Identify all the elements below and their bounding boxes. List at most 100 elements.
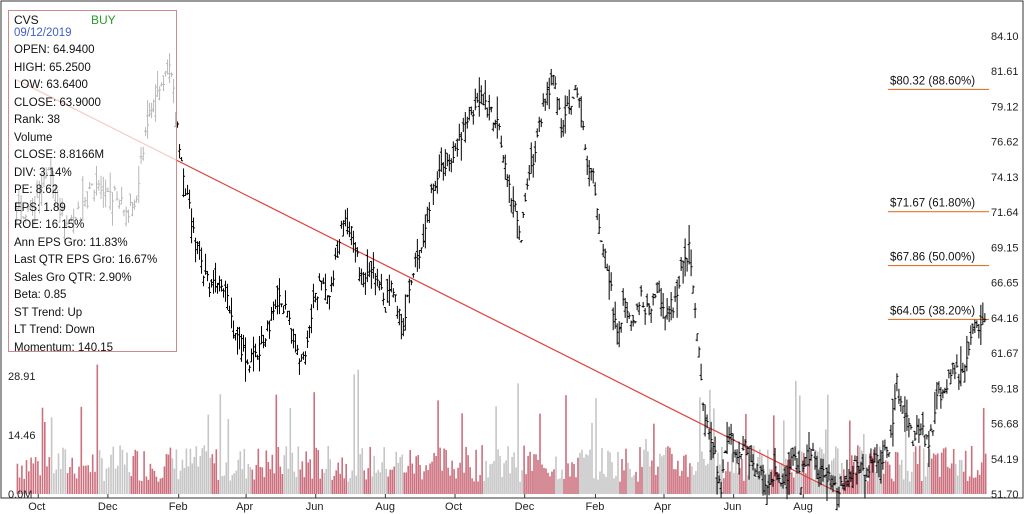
volume-tick-label: 28.91 — [8, 371, 36, 383]
volume-bar — [207, 414, 210, 494]
volume-bar — [473, 481, 475, 494]
volume-bar — [874, 472, 877, 494]
volume-bar — [459, 462, 461, 494]
volume-bar — [373, 455, 375, 494]
volume-bar — [511, 457, 513, 494]
stat-row: EPS: 1.89 — [14, 201, 66, 214]
volume-bar — [839, 473, 841, 494]
stat-row: Beta: 0.85 — [14, 289, 67, 301]
volume-bar — [457, 467, 459, 494]
volume-bar — [247, 463, 250, 494]
volume-bar — [325, 468, 327, 494]
volume-bar — [55, 469, 57, 494]
volume-bar — [601, 448, 603, 494]
volume-bar — [553, 469, 555, 494]
volume-bar — [94, 471, 96, 494]
volume-bar — [231, 475, 234, 494]
volume-bar — [665, 447, 667, 494]
volume-bar — [479, 475, 481, 494]
volume-bar — [41, 407, 44, 494]
axes: 84.10 81.61 79.12 76.62 74.13 71.64 69.15 66.65… — [8, 31, 1019, 513]
volume-bar — [641, 466, 643, 494]
stat-row: Sales Gro QTR: 2.90% — [14, 271, 132, 284]
volume-bar — [940, 452, 943, 494]
volume-bar — [307, 462, 309, 494]
volume-bar — [649, 466, 651, 494]
volume-bar — [894, 451, 897, 494]
volume-bar — [427, 470, 429, 494]
volume-bar — [928, 449, 931, 494]
volume-bar — [253, 479, 256, 494]
volume-bar — [896, 452, 899, 494]
volume-bar — [493, 461, 495, 494]
volume-bar — [105, 468, 108, 494]
volume-bar — [904, 431, 907, 494]
volume-bar — [651, 460, 653, 494]
y-tick-label: 56.68 — [991, 419, 1019, 431]
volume-bar — [517, 383, 519, 494]
volume-bar — [169, 447, 172, 494]
volume-bar — [134, 449, 137, 494]
volume-bar — [695, 471, 697, 494]
volume-bar — [261, 467, 264, 494]
volume-bar — [593, 478, 595, 494]
y-tick-label: 71.64 — [991, 207, 1019, 219]
volume-bar — [954, 464, 957, 494]
volume-bar — [403, 472, 405, 494]
volume-bar — [978, 474, 981, 494]
volume-bar — [161, 477, 164, 494]
x-tick-label: Oct — [445, 501, 462, 513]
volume-bar — [411, 463, 413, 494]
volume-bar — [57, 453, 60, 494]
volume-bar — [78, 466, 80, 494]
volume-bar — [591, 422, 593, 494]
volume-bar — [23, 478, 25, 494]
volume-bar — [855, 472, 857, 494]
volume-bar — [619, 481, 621, 494]
volume-bar — [731, 453, 733, 494]
volume-bar — [413, 473, 415, 494]
volume-bar — [46, 466, 48, 494]
volume-bar — [273, 473, 276, 494]
volume-bar — [445, 449, 447, 494]
volume-bar — [69, 467, 71, 494]
volume-bar — [449, 475, 451, 494]
volume-bar — [701, 451, 703, 494]
volume-bar — [201, 448, 204, 494]
stat-row: LT Trend: Down — [14, 324, 95, 336]
volume-bar — [339, 473, 341, 494]
volume-bar — [581, 449, 583, 494]
volume-bar — [533, 454, 535, 494]
volume-bar — [659, 453, 661, 494]
volume-tick-label: 0.0M — [8, 489, 32, 501]
volume-bar — [469, 467, 471, 494]
volume-bar — [453, 469, 455, 494]
volume-bar — [475, 449, 477, 494]
volume-bar — [209, 457, 212, 494]
volume-bar — [717, 452, 719, 494]
y-tick-label: 54.19 — [991, 454, 1019, 466]
volume-bar — [709, 389, 711, 494]
volume-bar — [537, 459, 539, 494]
volume-bar — [922, 448, 925, 494]
volume-bar — [559, 478, 561, 494]
x-tick-label: Aug — [793, 501, 813, 513]
volume-bar — [143, 451, 145, 494]
volume-bar — [972, 477, 975, 494]
volume-bar — [781, 462, 783, 494]
volume-bar — [958, 459, 961, 494]
volume-bar — [910, 471, 913, 494]
volume-bar — [817, 451, 819, 494]
volume-bar — [485, 461, 487, 494]
volume-bar — [431, 461, 433, 494]
volume-bar — [117, 465, 119, 494]
volume-bar — [465, 446, 467, 494]
volume-bar — [849, 420, 851, 494]
volume-bar — [982, 408, 985, 494]
volume-bar — [729, 471, 731, 494]
volume-bars — [16, 364, 987, 494]
volume-bar — [863, 433, 865, 494]
stat-row: PE: 8.62 — [14, 184, 59, 196]
volume-bar — [595, 398, 597, 494]
volume-bar — [241, 469, 244, 494]
